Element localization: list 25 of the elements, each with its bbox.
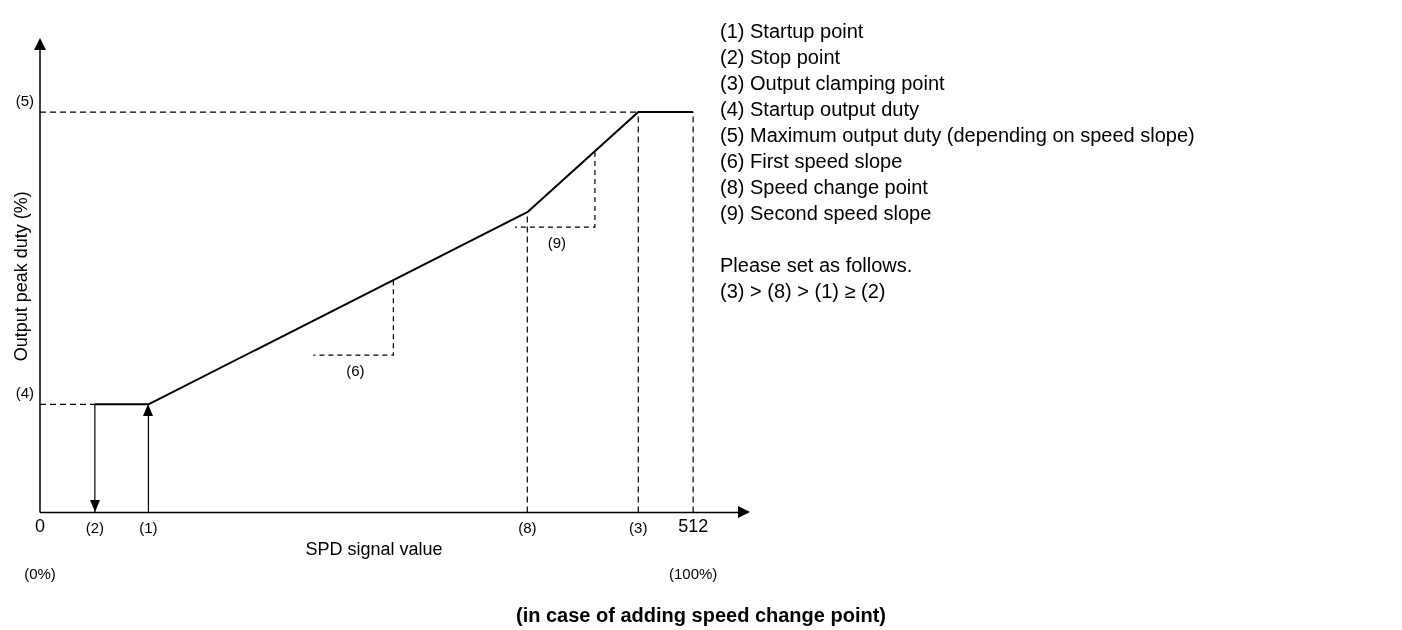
text: (4)	[15, 384, 34, 402]
annotation: (2)	[85, 518, 105, 536]
annotation: (6)	[346, 362, 365, 380]
text: (2) Stop point	[720, 45, 842, 70]
text: (3) Output clamping point	[720, 71, 946, 96]
text: (in case of adding speed change point)	[514, 604, 887, 627]
annotation: (5) Maximum output duty (depending on speed slope)	[720, 123, 1195, 148]
annotation: (8) Speed change point	[720, 175, 929, 200]
text: (0%)	[24, 564, 56, 582]
annotation: (6) First speed slope	[720, 149, 904, 174]
annotation: (4) Startup output duty	[720, 97, 920, 122]
x-tick-label: 0	[34, 516, 46, 537]
text: (100%)	[668, 564, 718, 582]
annotation: (3)	[629, 518, 648, 536]
y-axis-title: Output peak duty (%)	[10, 191, 31, 362]
annotation: (8)	[518, 518, 537, 536]
text: (5)	[15, 92, 34, 110]
text: (1) Startup point	[720, 19, 865, 44]
x-axis-title: SPD signal value	[305, 539, 443, 560]
annotation: Please set as follows.	[720, 253, 914, 278]
annotation: (3) > (8) > (1) ≥ (2)	[720, 279, 887, 304]
x-tick-label: 512	[678, 516, 709, 537]
annotation: (9) Second speed slope	[720, 201, 933, 226]
annotation: (9)	[547, 234, 567, 252]
annotation: (1)	[139, 518, 158, 536]
